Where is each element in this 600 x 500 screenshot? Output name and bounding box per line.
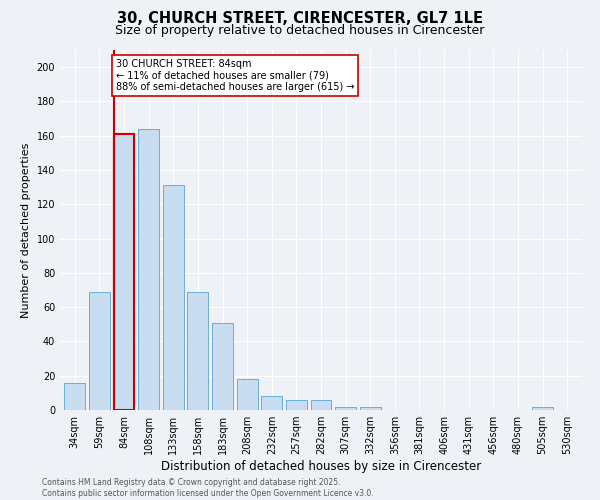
Bar [113,134,134,410]
Bar [311,400,331,410]
Bar [335,406,356,410]
Bar [532,406,553,410]
Y-axis label: Number of detached properties: Number of detached properties [21,142,31,318]
Text: 30 CHURCH STREET: 84sqm
← 11% of detached houses are smaller (79)
88% of semi-de: 30 CHURCH STREET: 84sqm ← 11% of detache… [116,58,355,92]
Bar [187,292,208,410]
X-axis label: Distribution of detached houses by size in Cirencester: Distribution of detached houses by size … [161,460,481,473]
Bar [64,382,85,410]
Text: Size of property relative to detached houses in Cirencester: Size of property relative to detached ho… [115,24,485,37]
Bar [138,129,159,410]
Bar [163,186,184,410]
Bar [89,292,110,410]
Text: 30, CHURCH STREET, CIRENCESTER, GL7 1LE: 30, CHURCH STREET, CIRENCESTER, GL7 1LE [117,11,483,26]
Text: Contains HM Land Registry data © Crown copyright and database right 2025.
Contai: Contains HM Land Registry data © Crown c… [42,478,374,498]
Bar [360,406,381,410]
Bar [236,379,257,410]
Bar [261,396,282,410]
Bar [286,400,307,410]
Bar [212,322,233,410]
